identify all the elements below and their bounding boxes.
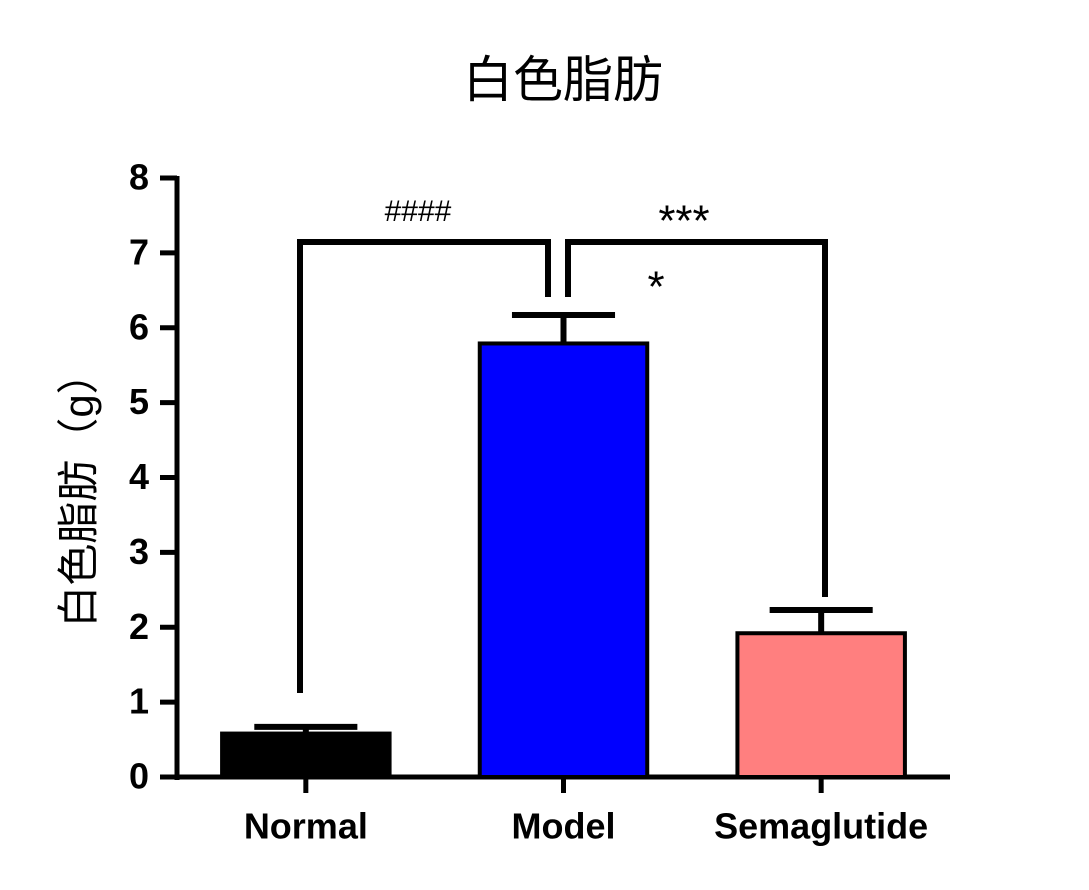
y-tick-label: 6 [129,306,149,347]
annotation: *** [658,197,709,246]
y-tick-label: 1 [129,681,149,722]
y-tick-label: 0 [129,756,149,797]
y-tick-label: 2 [129,606,149,647]
x-tick-label: Normal [244,806,368,847]
x-tick-label: Model [512,806,616,847]
y-tick-label: 3 [129,531,149,572]
y-tick-label: 4 [129,456,149,497]
significance-bracket [297,239,551,693]
bar [477,341,650,779]
annotation: #### [385,195,452,228]
y-tick-label: 5 [129,381,149,422]
y-axis-label: 白色脂肪（g） [55,352,102,627]
bar [735,631,907,779]
chart-title: 白色脂肪 [463,52,663,108]
annotation: * [647,263,664,312]
y-tick-label: 8 [129,157,149,198]
bar [220,731,392,780]
y-tick-label: 7 [129,231,149,272]
x-tick-label: Semaglutide [714,806,928,847]
significance-bracket [565,239,828,597]
